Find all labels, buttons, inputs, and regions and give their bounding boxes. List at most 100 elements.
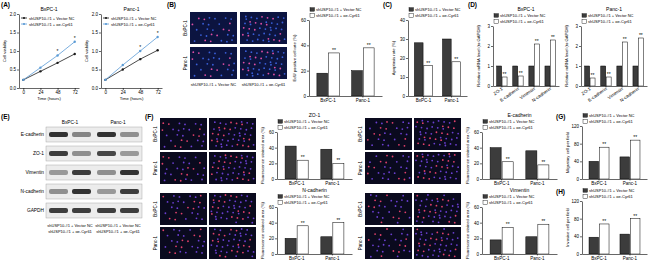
cell bbox=[251, 201, 253, 203]
cell bbox=[192, 51, 194, 53]
cell bbox=[168, 157, 170, 159]
micrograph bbox=[414, 152, 461, 184]
cell bbox=[216, 172, 218, 174]
cell bbox=[219, 196, 221, 198]
cell bbox=[283, 17, 285, 19]
chart-title: Panc-1 bbox=[606, 6, 622, 12]
legend-swatch bbox=[278, 195, 283, 199]
y-tick: 3 bbox=[575, 24, 581, 29]
x-axis: BxPC-1Panc-1 bbox=[583, 254, 648, 261]
legend: shUSP10-#1 + Vector NCshUSP10-#1 + oe-Cy… bbox=[483, 194, 535, 205]
cell bbox=[239, 239, 241, 241]
bar bbox=[333, 163, 344, 179]
cell bbox=[215, 179, 217, 181]
cell bbox=[372, 244, 374, 246]
cell bbox=[230, 18, 232, 20]
y-tick: 2 bbox=[575, 44, 581, 49]
cell bbox=[236, 144, 238, 146]
micrograph-background bbox=[209, 152, 256, 184]
plot-area bbox=[589, 140, 640, 179]
micrograph bbox=[414, 193, 461, 225]
x-tick: Panc-1 bbox=[623, 254, 638, 261]
cell bbox=[398, 217, 400, 219]
bar-chart: BxPC-1Panc-1010203040Apoptosis rate (%)*… bbox=[391, 7, 468, 103]
cell bbox=[416, 195, 418, 197]
tick-label: BxPC-1 bbox=[289, 256, 305, 261]
cell bbox=[373, 167, 375, 169]
cell bbox=[400, 206, 402, 208]
cell bbox=[371, 178, 373, 180]
plot-area bbox=[285, 223, 344, 254]
cell bbox=[240, 128, 242, 130]
bar bbox=[620, 234, 630, 254]
cell bbox=[242, 252, 244, 254]
cell bbox=[222, 139, 224, 141]
y-tick: 1 bbox=[575, 64, 581, 69]
cell bbox=[419, 131, 421, 133]
cell bbox=[265, 56, 267, 58]
cell bbox=[257, 73, 259, 75]
cell bbox=[243, 140, 245, 142]
cell bbox=[422, 122, 424, 124]
cell bbox=[198, 18, 200, 20]
cell bbox=[223, 63, 225, 65]
y-tick: 10 bbox=[400, 75, 408, 80]
cell bbox=[267, 38, 269, 40]
cell bbox=[185, 218, 187, 220]
cell bbox=[228, 240, 230, 242]
y-tick: 40 bbox=[574, 234, 582, 239]
cell bbox=[201, 179, 203, 181]
cell bbox=[212, 29, 214, 31]
cell bbox=[231, 179, 233, 181]
cell bbox=[430, 133, 432, 135]
cell bbox=[211, 68, 213, 70]
cell bbox=[187, 207, 189, 209]
cell bbox=[179, 196, 181, 198]
cell bbox=[249, 239, 251, 241]
cell bbox=[197, 247, 199, 249]
cell bbox=[261, 16, 263, 18]
cell bbox=[453, 161, 455, 163]
tick-label: 1.0 bbox=[10, 49, 17, 54]
cell bbox=[236, 230, 238, 232]
cell bbox=[440, 139, 442, 141]
cell bbox=[194, 75, 196, 77]
annotation: ** bbox=[332, 47, 336, 53]
data-point bbox=[74, 53, 76, 55]
tick-label: 72 bbox=[73, 90, 79, 95]
blot-band bbox=[49, 170, 68, 175]
micrograph-background bbox=[365, 193, 412, 225]
micrograph-background bbox=[365, 152, 412, 184]
cell bbox=[186, 174, 188, 176]
x-axis: 0244872 bbox=[20, 88, 80, 95]
if-images: BxPC-1Panc-1 bbox=[358, 118, 461, 184]
cell bbox=[390, 233, 392, 235]
annotation: * bbox=[157, 30, 159, 36]
bar-chart: ZO-1E-cadherinVimentinN-cadherin0123Rela… bbox=[564, 6, 648, 103]
cell bbox=[181, 139, 183, 141]
tick-label: 40 bbox=[269, 221, 275, 226]
plot-area bbox=[585, 38, 644, 86]
cell bbox=[445, 245, 447, 247]
cell bbox=[430, 238, 432, 240]
x-axis: BxPC-1Panc-1 bbox=[483, 179, 558, 186]
cell bbox=[223, 29, 225, 31]
cell bbox=[255, 22, 257, 24]
tick-mark bbox=[406, 20, 408, 21]
tick-mark bbox=[579, 26, 581, 27]
bar-chart: BxPC-1Panc-104080120Migratory cell per f… bbox=[565, 113, 648, 186]
cell bbox=[450, 143, 452, 145]
cell bbox=[215, 218, 217, 220]
chart-title: Panc-1 bbox=[124, 6, 140, 12]
cell bbox=[176, 134, 178, 136]
cell bbox=[181, 246, 183, 248]
x-tick: E-cadherin bbox=[499, 86, 520, 103]
cell bbox=[262, 74, 264, 76]
tick-label: BxPC-1 bbox=[416, 98, 432, 103]
cell bbox=[162, 129, 164, 131]
tick-label: 20 bbox=[269, 161, 275, 166]
y-tick: 20 bbox=[269, 161, 277, 166]
cell bbox=[232, 69, 234, 71]
cell bbox=[166, 135, 168, 137]
protein-label: GAPDH bbox=[27, 208, 45, 213]
